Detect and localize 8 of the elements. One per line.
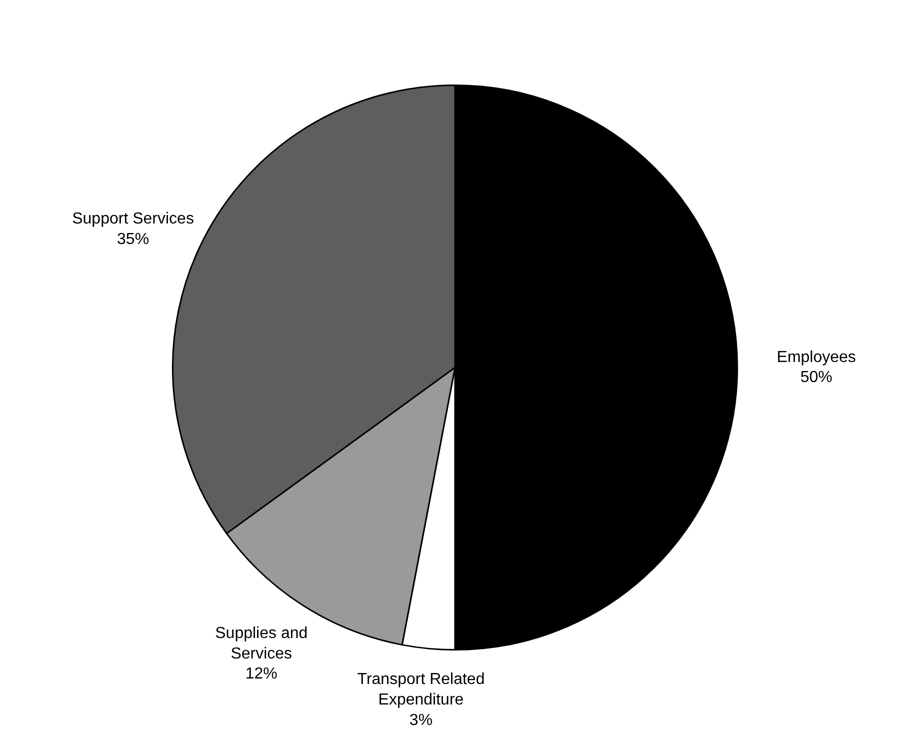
data-label: 35% xyxy=(117,230,150,248)
slice-label: Supplies and Services xyxy=(215,624,308,662)
slice-label: Transport Related Expenditure xyxy=(357,671,485,708)
data-label: 3% xyxy=(409,712,433,729)
slice-label: Support Services xyxy=(72,210,194,228)
slice-label: Employees xyxy=(776,348,856,366)
data-label: 50% xyxy=(800,369,832,386)
data-label: 12% xyxy=(245,666,278,683)
